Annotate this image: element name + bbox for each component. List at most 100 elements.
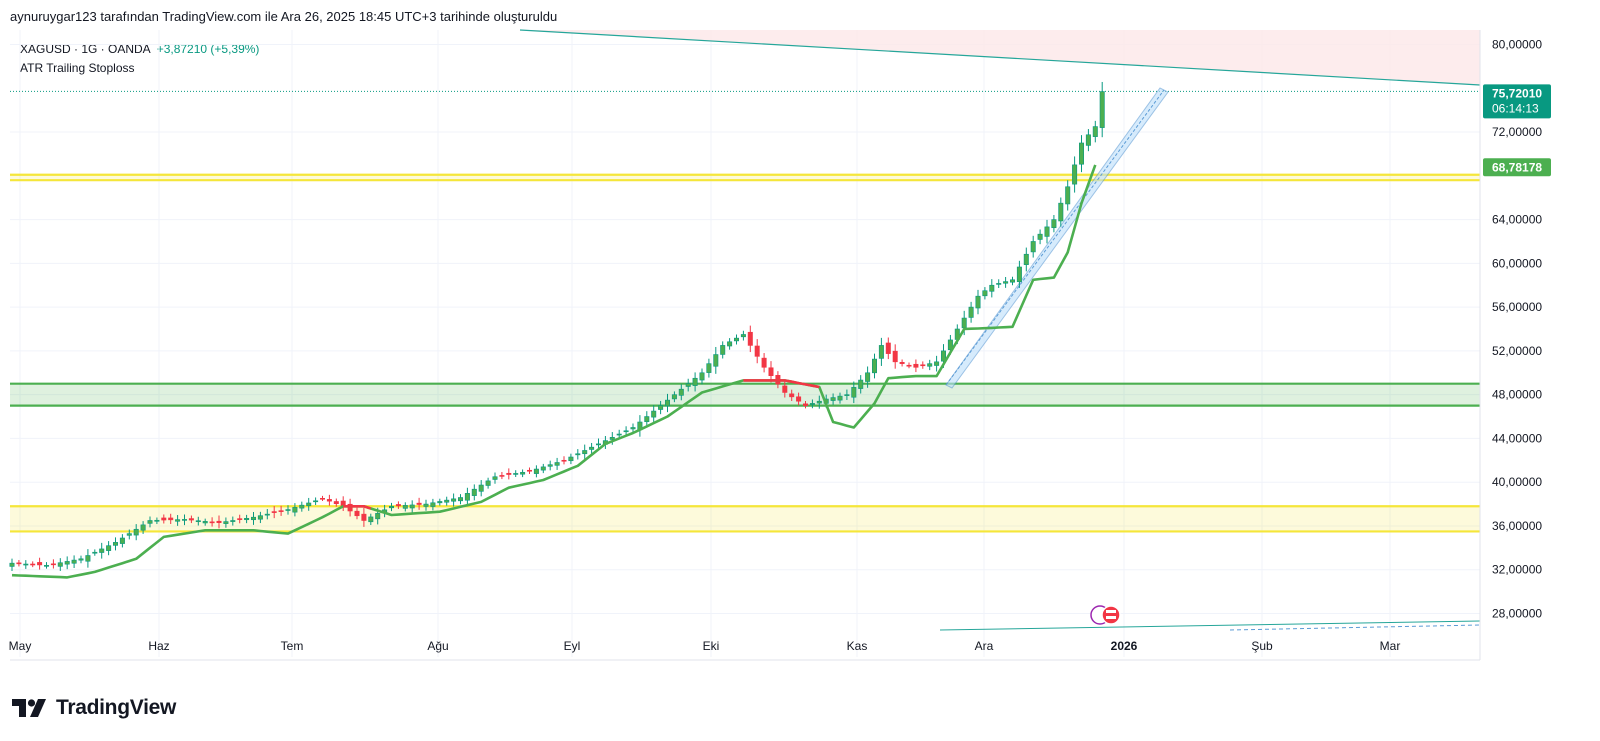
candle <box>568 453 574 465</box>
projection-line <box>1229 624 1481 631</box>
candle <box>168 513 174 525</box>
candle <box>230 516 236 526</box>
candle-body <box>471 488 477 496</box>
candle <box>478 480 484 497</box>
candle-body <box>526 469 532 472</box>
candle <box>816 395 822 409</box>
candle-body <box>651 410 657 418</box>
candle-body <box>561 459 567 462</box>
candle <box>582 444 588 460</box>
candle-body <box>361 513 367 521</box>
candle <box>658 400 664 415</box>
event-markers <box>1090 605 1121 625</box>
y-tick-label: 72,00000 <box>1492 125 1542 139</box>
candle <box>154 517 160 525</box>
candle-body <box>996 283 1002 285</box>
candle <box>299 501 305 512</box>
candle-body <box>423 503 429 507</box>
candle-body <box>161 517 167 521</box>
candle-body <box>168 517 174 521</box>
candle <box>982 287 988 300</box>
candle-body <box>457 497 463 502</box>
candle <box>409 500 415 513</box>
y-tick-label: 32,00000 <box>1492 563 1542 577</box>
candle <box>361 507 367 527</box>
candle <box>30 561 36 568</box>
candle <box>1072 156 1078 193</box>
candle-body <box>85 555 91 562</box>
candle-body <box>1030 241 1036 253</box>
candle <box>865 366 871 388</box>
candle-body <box>851 387 857 398</box>
candle-body <box>533 468 539 474</box>
candle-body <box>671 394 677 400</box>
candle-body <box>720 345 726 355</box>
candle-body <box>1003 281 1009 284</box>
candle-body <box>844 394 850 396</box>
candle-body <box>354 510 360 517</box>
tradingview-logo-icon <box>12 699 46 717</box>
candle <box>182 514 188 526</box>
green-support-zone <box>10 383 1480 406</box>
candle <box>319 495 325 501</box>
bottom-trendline <box>939 620 1481 631</box>
candle <box>437 498 443 506</box>
candle <box>754 339 760 364</box>
x-tick-label: Eki <box>703 639 720 653</box>
candle <box>913 359 919 373</box>
candle-body <box>658 405 664 410</box>
x-tick-label: May <box>9 639 32 653</box>
candle <box>1051 214 1057 233</box>
candle <box>975 289 981 315</box>
candle <box>761 353 767 373</box>
y-tick-label: 60,00000 <box>1492 256 1542 270</box>
candle-body <box>251 516 257 521</box>
candle <box>402 502 408 512</box>
candle-body <box>99 548 105 553</box>
x-tick-label: Tem <box>281 639 304 653</box>
candle <box>133 524 139 541</box>
x-tick-label: Ağu <box>427 639 448 653</box>
candle <box>126 529 132 540</box>
price-chart[interactable]: 80,00000 72,00000 64,00000 60,00000 56,00000… <box>0 0 1600 690</box>
indicator-label[interactable]: ATR Trailing Stoploss <box>20 61 135 75</box>
symbol-label[interactable]: XAGUSD · 1G · OANDA <box>20 42 151 56</box>
candle-body <box>326 499 332 502</box>
candle <box>292 503 298 517</box>
tradingview-brand[interactable]: TradingView <box>12 696 176 720</box>
brand-name: TradingView <box>56 696 177 719</box>
candle-body <box>892 350 898 363</box>
candle-body <box>140 524 146 531</box>
candle <box>554 457 560 470</box>
candle-body <box>589 446 595 450</box>
candle-body <box>837 395 843 401</box>
candle <box>1023 247 1029 272</box>
candle-body <box>126 533 132 536</box>
candle-body <box>1058 202 1064 222</box>
candle-body <box>444 499 450 503</box>
candle-body <box>244 518 250 521</box>
candle-body <box>113 542 119 546</box>
candle <box>678 384 684 401</box>
candle <box>9 558 15 571</box>
y-tick-label: 52,00000 <box>1492 344 1542 358</box>
candle-body <box>43 565 49 567</box>
candle-body <box>878 345 884 359</box>
candle <box>540 463 546 474</box>
candle-body <box>230 520 236 522</box>
candle-body <box>595 443 601 446</box>
candle-body <box>1016 266 1022 283</box>
flag-stripe <box>1106 610 1116 613</box>
candle-body <box>92 551 98 554</box>
candle <box>119 534 125 548</box>
candle <box>271 506 277 519</box>
candle-body <box>57 562 63 567</box>
candle <box>906 362 912 369</box>
candle-body <box>968 306 974 318</box>
x-tick-label: Ara <box>975 639 994 653</box>
candle <box>333 498 339 507</box>
candle <box>1065 180 1071 211</box>
candle <box>244 514 250 524</box>
candle-body <box>664 399 670 407</box>
candle-body <box>188 518 194 521</box>
